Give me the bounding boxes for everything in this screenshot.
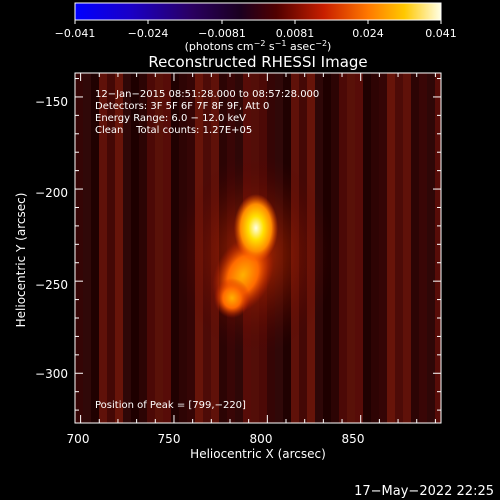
info-line: Energy Range: 6.0 − 12.0 keV (95, 113, 246, 124)
y-axis-title: Heliocentric Y (arcsec) (14, 193, 28, 328)
plot-frame (74, 72, 442, 424)
x-tick-label: 750 (158, 432, 181, 446)
x-tick-label: 850 (342, 432, 365, 446)
x-tick-label: 800 (250, 432, 273, 446)
colorbar-ticks (74, 20, 442, 24)
image-panel (75, 73, 441, 423)
info-line: Clean Total counts: 1.27E+05 (95, 125, 252, 136)
axis-ticks (75, 73, 441, 423)
colorbar-tick-label: −0.0081 (198, 27, 246, 40)
y-tick-label: −150 (35, 95, 68, 109)
timestamp: 17−May−2022 22:25 (354, 484, 494, 499)
y-tick-label: −250 (35, 278, 68, 292)
colorbar-units: (photons cm−2 s−1 asec−2) (185, 39, 332, 53)
info-line: 12−Jan−2015 08:51:28.000 to 08:57:28.000 (95, 89, 319, 100)
colorbar-gradient (74, 2, 442, 21)
colorbar-tick-label: 0.024 (352, 27, 384, 40)
y-tick-label: −300 (35, 367, 68, 381)
colorbar: −0.041 −0.024 −0.0081 0.0081 0.024 0.041… (55, 2, 457, 53)
x-tick-label: 700 (67, 432, 90, 446)
x-axis-title: Heliocentric X (arcsec) (190, 447, 326, 461)
plot-title: Reconstructed RHESSI Image (148, 53, 367, 71)
peak-position: Position of Peak = [799,−220] (95, 400, 246, 411)
colorbar-tick-label: −0.041 (55, 27, 96, 40)
y-tick-label: −200 (35, 186, 68, 200)
observation-info: 12−Jan−2015 08:51:28.000 to 08:57:28.000… (95, 89, 319, 136)
info-line: Detectors: 3F 5F 6F 7F 8F 9F, Att 0 (95, 101, 269, 112)
colorbar-tick-label: −0.024 (128, 27, 169, 40)
colorbar-tick-label: 0.041 (425, 27, 457, 40)
colorbar-tick-label: 0.0081 (276, 27, 315, 40)
source-emission (212, 194, 278, 318)
